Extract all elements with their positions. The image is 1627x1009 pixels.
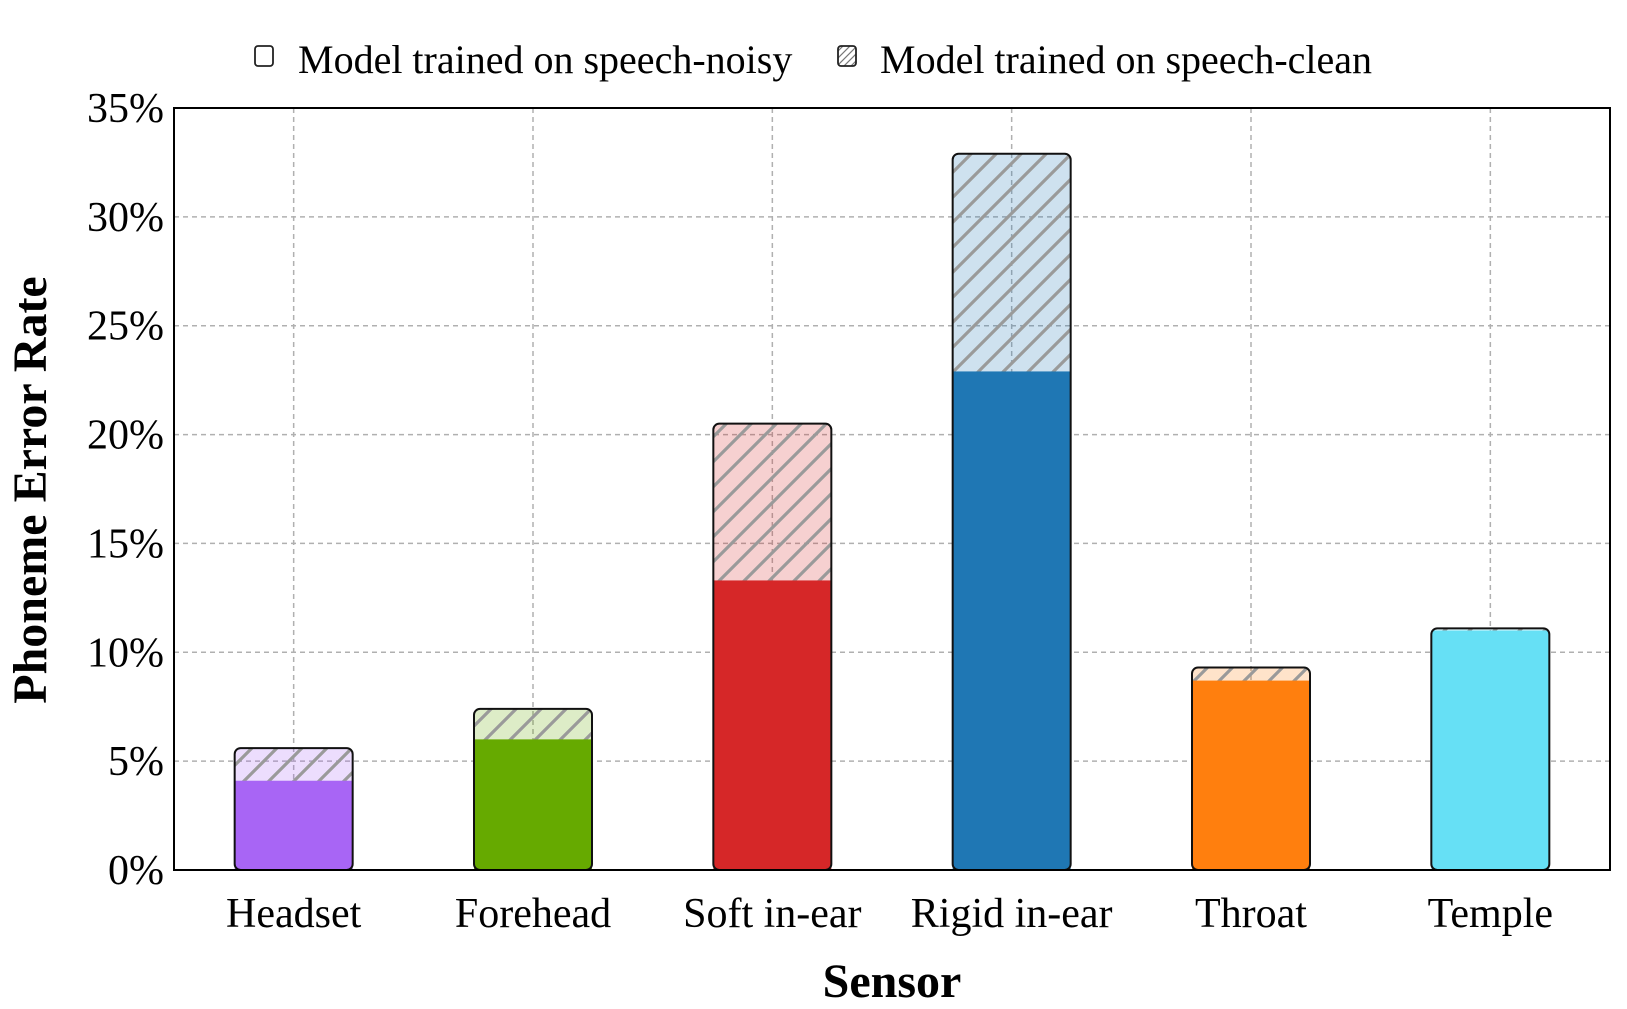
y-tick-label: 25% bbox=[87, 304, 164, 350]
bar-group-1 bbox=[473, 707, 593, 871]
y-tick-label: 30% bbox=[87, 195, 164, 241]
bar-noisy-3 bbox=[952, 371, 1071, 870]
y-axis-ticks: 0% 5% 10% 15% 20% 25% 30% 35% bbox=[87, 86, 164, 894]
y-tick-label: 15% bbox=[87, 521, 164, 567]
bar-group-2 bbox=[712, 422, 833, 871]
x-tick-label: Temple bbox=[1428, 891, 1553, 937]
y-tick-label: 5% bbox=[108, 739, 164, 785]
bar-noisy-2 bbox=[713, 580, 832, 870]
bar-group-3 bbox=[951, 152, 1072, 872]
bar-group-4 bbox=[1191, 666, 1311, 871]
y-axis-title: Phoneme Error Rate bbox=[4, 276, 57, 703]
x-axis-title: Sensor bbox=[823, 955, 962, 1008]
y-tick-label: 20% bbox=[87, 413, 164, 459]
bar-noisy-4 bbox=[1192, 680, 1310, 870]
legend-item-noisy: Model trained on speech-noisy bbox=[254, 37, 792, 82]
bar-noisy-5 bbox=[1431, 630, 1550, 870]
gridlines bbox=[174, 108, 1610, 870]
legend-item-clean: Model trained on speech-clean bbox=[837, 37, 1372, 82]
legend-label-clean: Model trained on speech-clean bbox=[880, 37, 1372, 82]
y-tick-label: 10% bbox=[87, 630, 164, 676]
bar-noisy-0 bbox=[234, 780, 353, 870]
y-tick-label: 35% bbox=[87, 86, 164, 132]
bar-group-5 bbox=[1430, 627, 1551, 872]
legend-label-noisy: Model trained on speech-noisy bbox=[298, 37, 792, 82]
x-tick-label: Soft in-ear bbox=[683, 891, 861, 937]
y-tick-label: 0% bbox=[108, 848, 164, 894]
legend: Model trained on speech-noisy Model trai… bbox=[254, 37, 1372, 82]
bar-group-0 bbox=[233, 747, 354, 872]
legend-swatch-solid bbox=[254, 45, 274, 67]
x-tick-label: Throat bbox=[1195, 891, 1307, 937]
legend-swatch-hatched bbox=[837, 45, 857, 67]
plot-frame bbox=[173, 107, 1611, 871]
x-tick-label: Rigid in-ear bbox=[911, 891, 1113, 937]
x-tick-label: Headset bbox=[226, 891, 362, 937]
bar-noisy-1 bbox=[474, 739, 592, 870]
bars bbox=[233, 152, 1551, 872]
x-tick-label: Forehead bbox=[455, 891, 611, 937]
x-axis-ticks: Headset Forehead Soft in-ear Rigid in-ear Th… bbox=[226, 891, 1553, 937]
